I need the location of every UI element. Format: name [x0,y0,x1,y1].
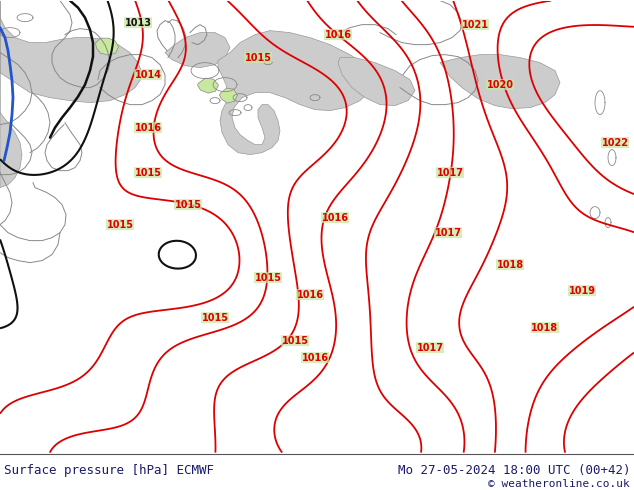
Text: 1021: 1021 [462,20,489,29]
Text: 1016: 1016 [325,29,351,40]
Text: 1018: 1018 [496,260,524,270]
Text: 1017: 1017 [436,168,463,177]
Text: 1015: 1015 [281,336,309,345]
Text: 1018: 1018 [531,322,559,333]
Text: 1019: 1019 [569,286,595,295]
Text: 1015: 1015 [245,52,271,63]
Text: 1017: 1017 [417,343,444,353]
Text: 1016: 1016 [302,353,328,363]
Text: 1015: 1015 [107,220,134,230]
Text: Mo 27-05-2024 18:00 UTC (00+42): Mo 27-05-2024 18:00 UTC (00+42) [398,464,630,477]
Text: 1022: 1022 [602,138,628,147]
Text: 1015: 1015 [254,272,281,283]
Text: 1015: 1015 [202,313,228,322]
Text: 1020: 1020 [486,79,514,90]
Text: 1016: 1016 [134,122,162,133]
Text: 1016: 1016 [297,290,323,299]
Text: Surface pressure [hPa] ECMWF: Surface pressure [hPa] ECMWF [4,464,214,477]
Text: 1016: 1016 [321,213,349,222]
Text: 1017: 1017 [434,228,462,238]
Text: 1015: 1015 [134,168,162,177]
Text: 1014: 1014 [134,70,162,79]
Text: © weatheronline.co.uk: © weatheronline.co.uk [488,479,630,489]
Text: 1015: 1015 [174,199,202,210]
Text: 1013: 1013 [124,18,152,27]
